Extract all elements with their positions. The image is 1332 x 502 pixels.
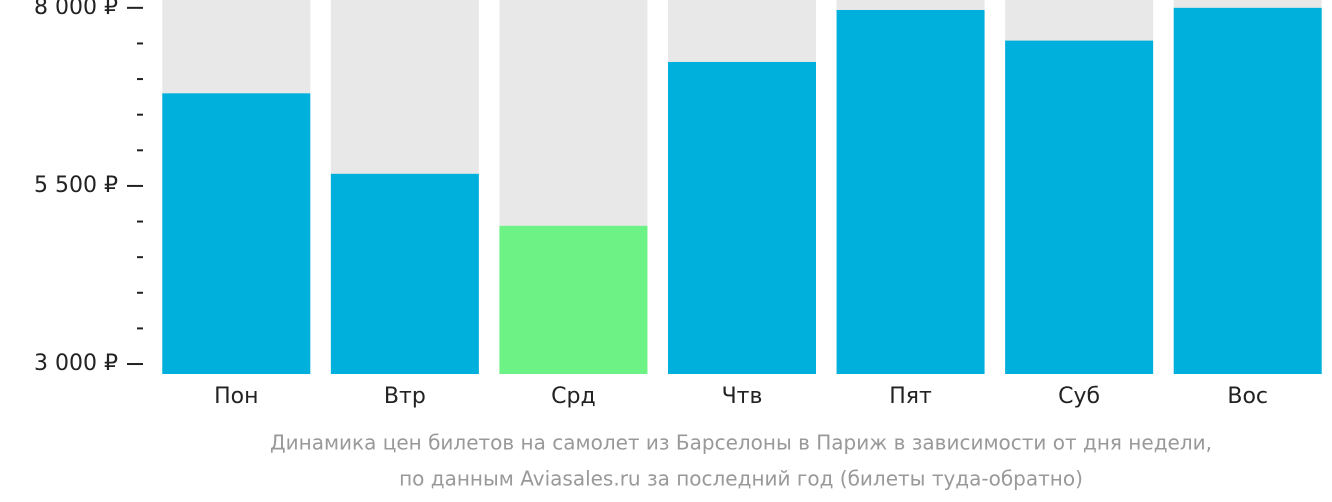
bar [836, 9, 985, 375]
bar [162, 93, 311, 375]
x-tick-label: Пят [889, 384, 932, 409]
bar [668, 61, 816, 374]
x-tick-label: Втр [384, 384, 426, 409]
bar [1005, 40, 1154, 374]
x-tick-label: Суб [1058, 384, 1100, 409]
y-tick-label: 8 000 ₽ [34, 0, 118, 20]
caption: Динамика цен билетов на самолет из Барсе… [270, 431, 1212, 455]
y-tick-label: 5 500 ₽ [34, 173, 118, 198]
x-tick-label: Вос [1227, 384, 1268, 409]
bar [1173, 7, 1322, 375]
caption: по данным Aviasales.ru за последний год … [399, 467, 1083, 491]
y-tick-label: 3 000 ₽ [34, 351, 118, 376]
bar [499, 225, 648, 374]
x-tick-label: Пон [214, 384, 258, 409]
x-tick-label: Чтв [722, 384, 763, 409]
x-tick-label: Срд [551, 384, 596, 409]
bar [330, 173, 479, 374]
